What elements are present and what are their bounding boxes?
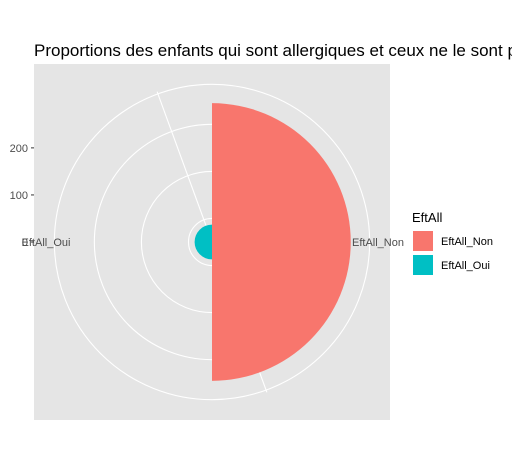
legend-label-eftall-non: EftAll_Non — [441, 236, 493, 248]
pie-slices — [194, 103, 351, 381]
category-label-eftall-oui: EftAll_Oui — [22, 237, 71, 249]
category-labels: EftAll_Non EftAll_Oui — [22, 237, 404, 249]
legend-title: EftAll — [412, 210, 442, 225]
radial-tick-label: 200 — [10, 143, 28, 155]
legend-key-eftall-oui — [413, 255, 433, 275]
legend-key-eftall-non — [413, 231, 433, 251]
legend: EftAll EftAll_Non EftAll_Oui — [412, 210, 493, 275]
grid-spoke — [156, 91, 213, 243]
category-label-eftall-non: EftAll_Non — [352, 237, 404, 249]
radial-tick-label: 0 — [22, 237, 28, 249]
grid-circle — [53, 83, 371, 401]
radial-axis: 0 100 200 — [10, 143, 34, 249]
slice-eftall-oui — [194, 224, 212, 260]
legend-label-eftall-oui: EftAll_Oui — [441, 260, 490, 272]
chart-title: Proportions des enfants qui sont allergi… — [34, 41, 512, 60]
radial-tick-label: 100 — [10, 190, 28, 202]
slice-eftall-non — [212, 103, 351, 381]
